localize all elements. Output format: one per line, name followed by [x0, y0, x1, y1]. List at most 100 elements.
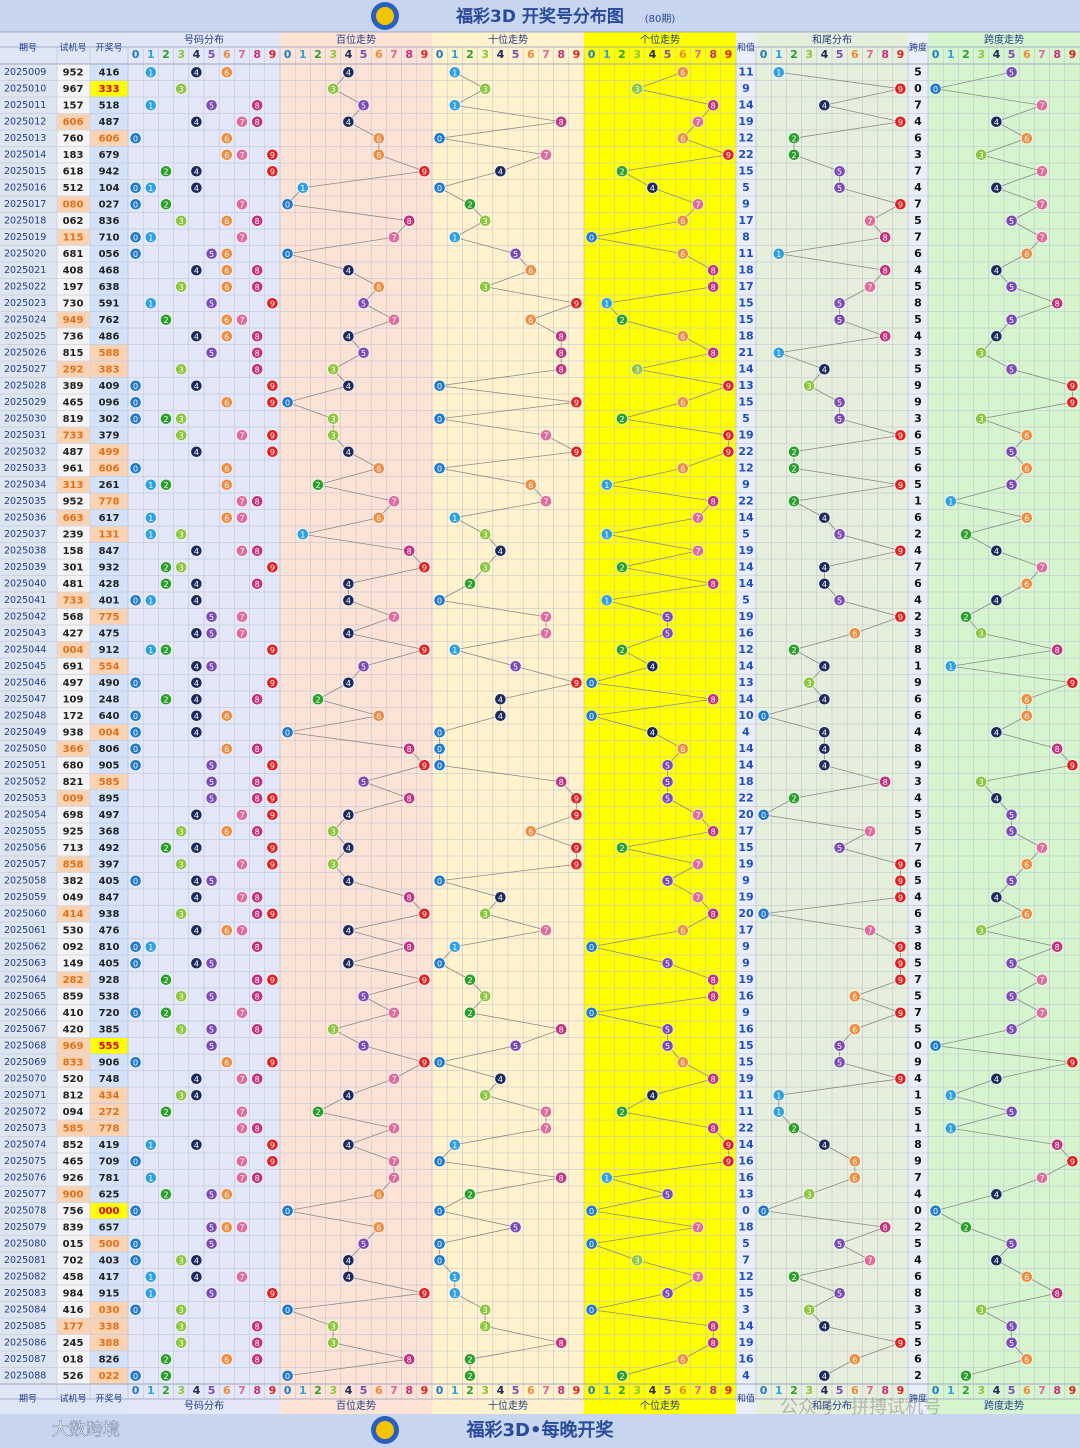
ball-digit: 4	[194, 448, 199, 457]
test-highlight	[57, 906, 90, 922]
draw-number: 591	[99, 298, 120, 309]
ball-digit: 4	[346, 118, 351, 127]
span: 8	[914, 940, 922, 953]
span: 8	[914, 1286, 922, 1299]
ball-digit: 4	[194, 712, 199, 721]
digit-header: 5	[208, 1384, 216, 1397]
ball-digit: 4	[194, 1141, 199, 1150]
ball	[327, 1023, 340, 1036]
sum: 19	[738, 610, 753, 623]
ball	[1036, 561, 1048, 574]
ball	[418, 1056, 431, 1069]
ball-digit: 6	[852, 1174, 857, 1183]
digit-header: 2	[962, 1384, 970, 1397]
ball	[833, 396, 846, 409]
ball-digit: 0	[285, 250, 290, 259]
ball-digit: 5	[209, 1289, 214, 1298]
test-number: 465	[63, 397, 84, 408]
draw-number: 405	[99, 876, 120, 887]
ball	[1005, 808, 1018, 821]
ball-digit: 0	[133, 712, 138, 721]
digit-header: 8	[881, 48, 889, 61]
test-number: 183	[63, 150, 84, 161]
ball	[205, 1039, 218, 1052]
ball-digit: 2	[619, 415, 624, 424]
digit-header: 3	[329, 1384, 337, 1397]
ball-digit: 7	[391, 1174, 396, 1183]
ball	[251, 891, 264, 904]
digit-header: 3	[977, 48, 985, 61]
period: 2025030	[4, 413, 46, 424]
draw-highlight	[90, 444, 128, 460]
sum: 5	[742, 1237, 750, 1250]
draw-number: 333	[99, 84, 120, 95]
ball-digit: 6	[680, 1355, 685, 1364]
ball	[129, 247, 142, 260]
ball	[144, 99, 157, 112]
test-number: 092	[63, 942, 84, 953]
ball	[616, 313, 628, 326]
ball	[160, 478, 172, 491]
period: 2025062	[4, 941, 46, 952]
draw-number: 836	[99, 216, 120, 227]
ball	[661, 1188, 674, 1201]
ball-digit: 4	[346, 448, 351, 457]
ball	[205, 627, 218, 640]
ball	[433, 1254, 446, 1267]
ball-digit: 7	[695, 547, 700, 556]
ball-digit: 4	[822, 1372, 827, 1381]
test-number: 530	[63, 925, 84, 936]
ball	[616, 412, 628, 425]
sum: 9	[742, 956, 750, 969]
ball	[600, 594, 613, 607]
period: 2025022	[4, 281, 46, 292]
ball	[524, 264, 537, 277]
digit-header: 3	[177, 1384, 185, 1397]
ball	[236, 544, 248, 557]
ball-digit: 4	[346, 877, 351, 886]
ball-digit: 3	[483, 1322, 488, 1331]
ball	[960, 610, 972, 623]
ball-digit: 8	[255, 266, 260, 275]
ball	[803, 1303, 816, 1316]
ball	[220, 148, 233, 161]
ball	[357, 297, 370, 310]
ball	[818, 759, 831, 772]
span: 5	[914, 808, 922, 821]
ball-digit: 9	[1070, 761, 1075, 770]
ball-digit: 3	[979, 926, 984, 935]
ball-digit: 3	[179, 563, 184, 572]
digit-header: 1	[947, 1384, 955, 1397]
test-number: 961	[63, 463, 84, 474]
ball	[357, 1039, 370, 1052]
ball	[129, 1254, 142, 1267]
ball-digit: 5	[837, 1240, 842, 1249]
ball	[236, 1072, 248, 1085]
ball	[266, 165, 279, 178]
ball	[236, 1171, 248, 1184]
ball-digit: 6	[852, 992, 857, 1001]
digit-header: 5	[836, 1384, 844, 1397]
ball	[327, 429, 340, 442]
ball-digit: 8	[255, 794, 260, 803]
digit-header: 5	[1008, 48, 1016, 61]
ball	[144, 231, 157, 244]
ball	[479, 82, 492, 95]
ball	[266, 1056, 279, 1069]
test-number: 080	[63, 199, 84, 210]
ball	[570, 792, 583, 805]
test-number: 177	[63, 1321, 84, 1332]
digit-header: 9	[573, 48, 581, 61]
ball	[772, 66, 785, 79]
ball	[975, 627, 988, 640]
ball	[788, 132, 800, 145]
ball-digit: 7	[239, 811, 244, 820]
ball	[266, 759, 279, 772]
ball-digit: 1	[452, 1273, 457, 1282]
ball-digit: 8	[255, 349, 260, 358]
ball	[418, 759, 431, 772]
ball	[160, 165, 172, 178]
ball-digit: 4	[498, 167, 503, 176]
ball-digit: 6	[1024, 712, 1029, 721]
